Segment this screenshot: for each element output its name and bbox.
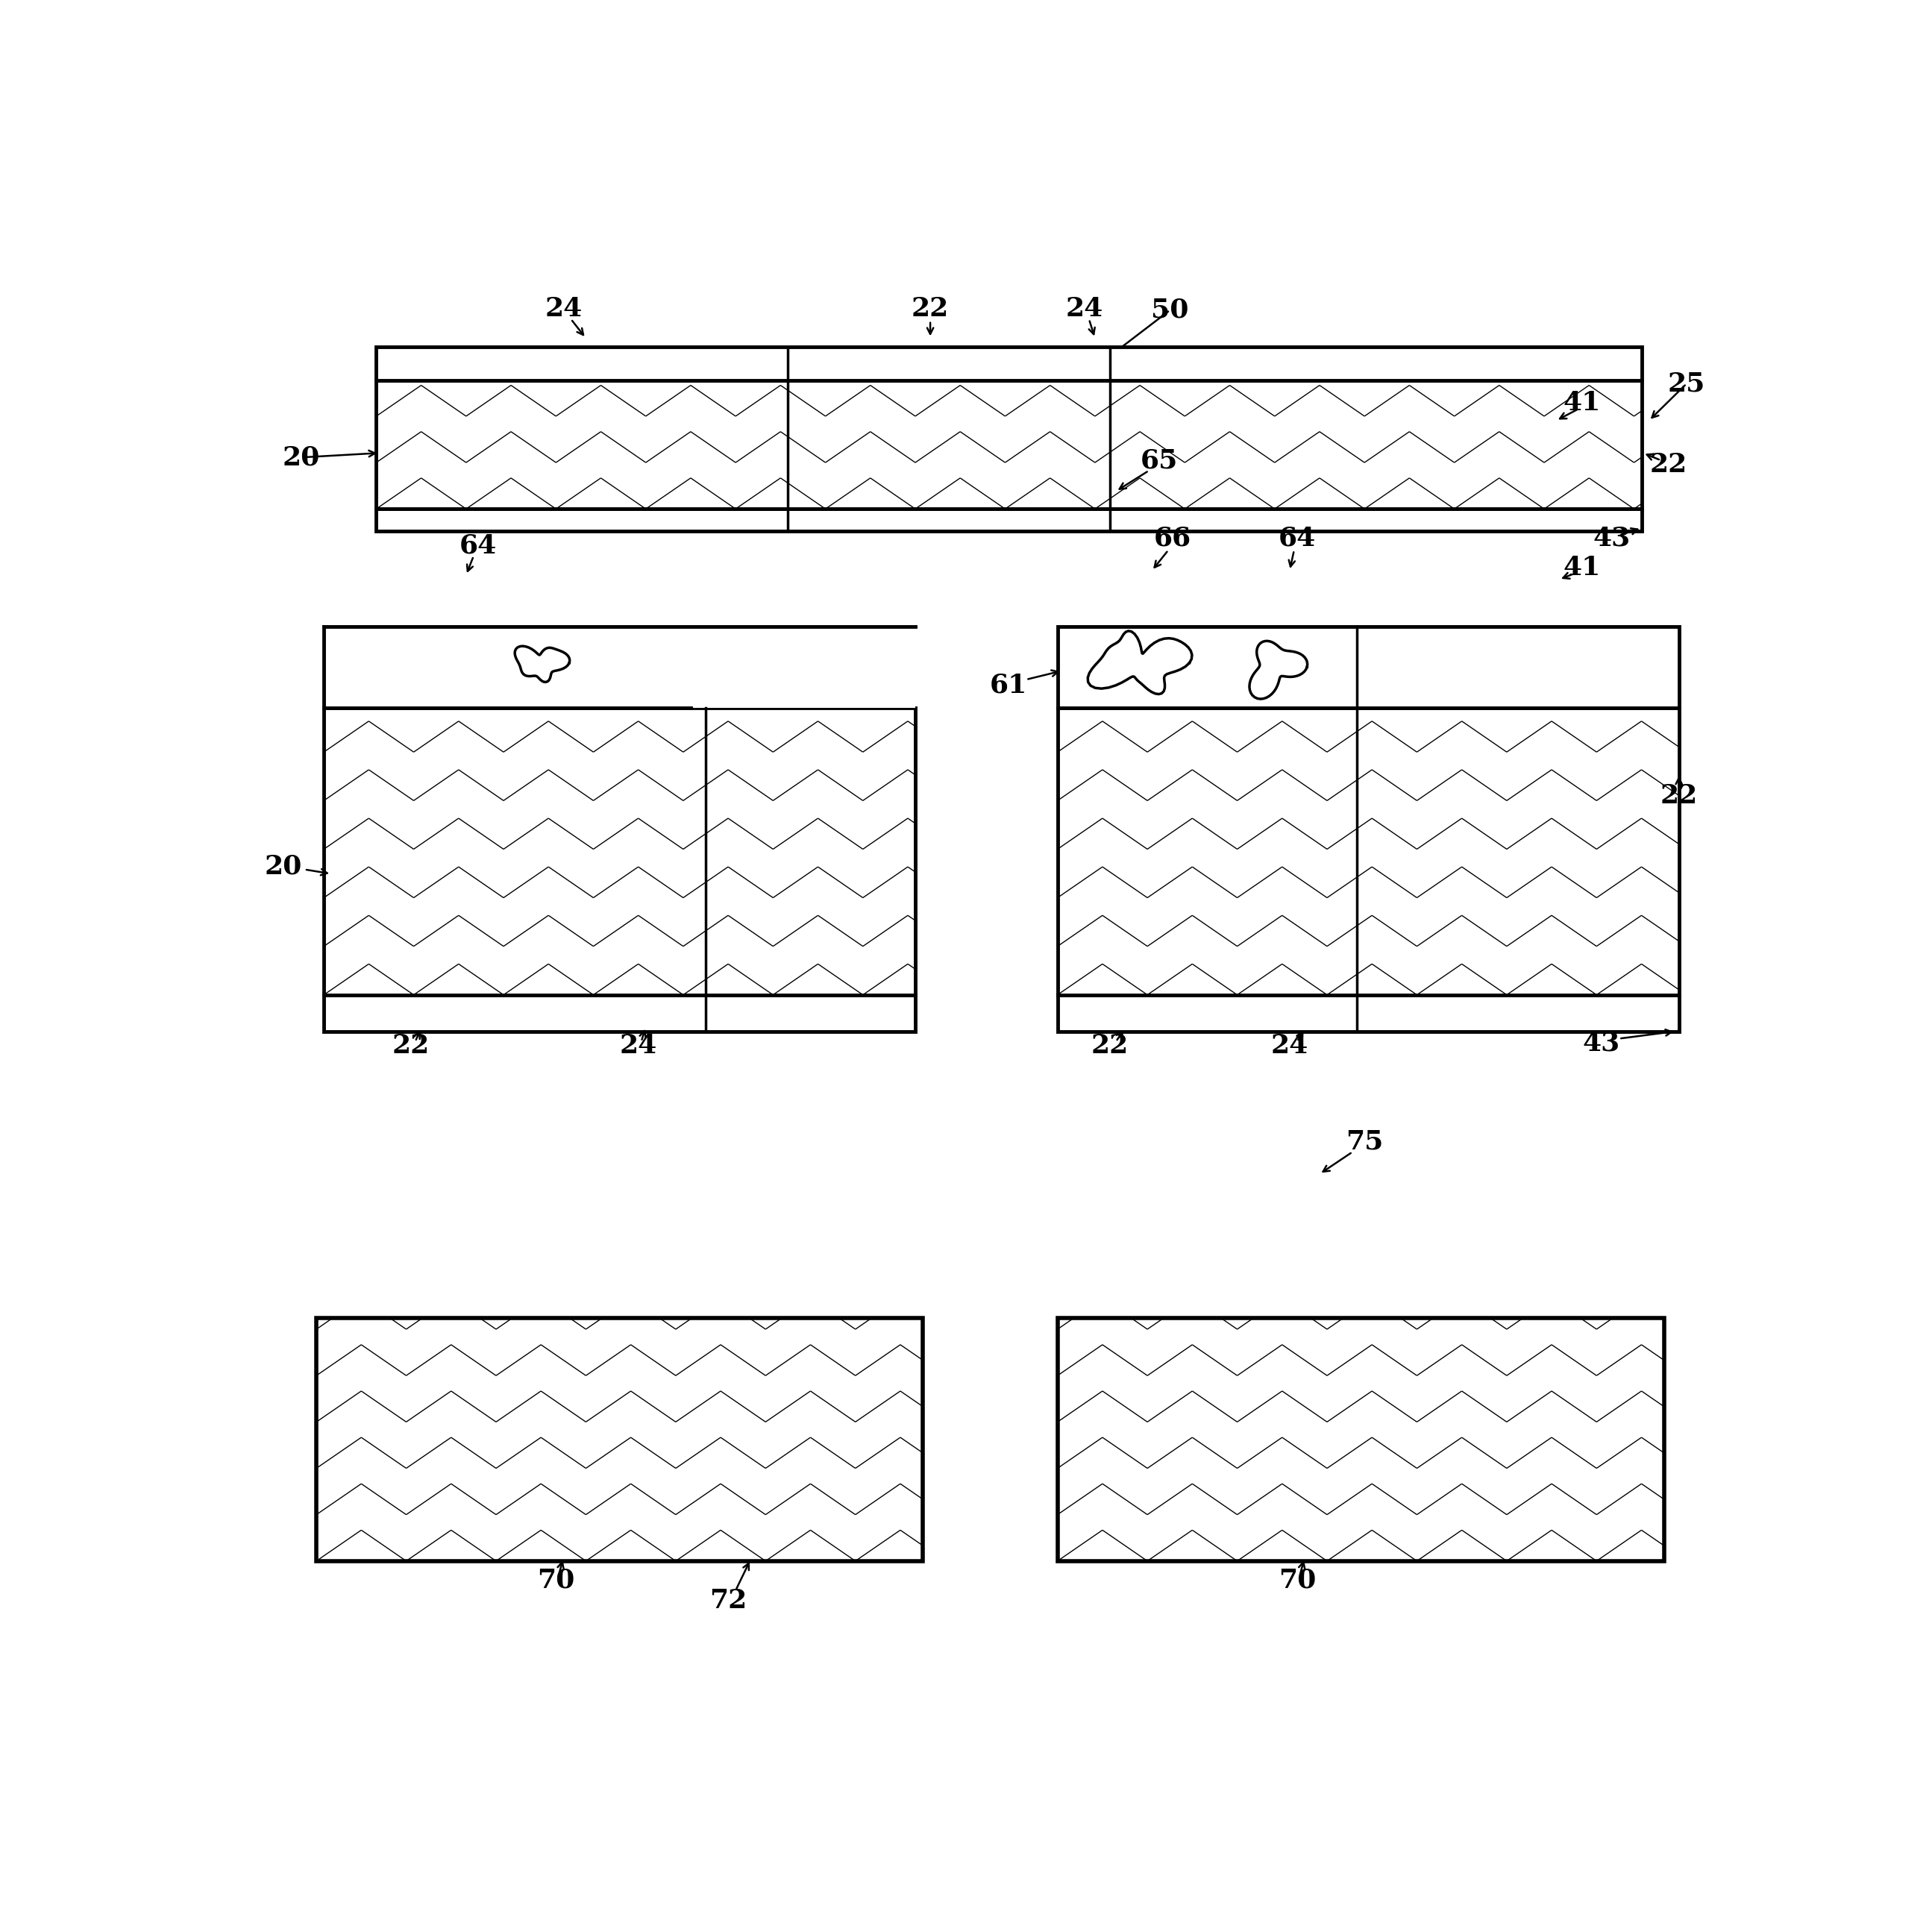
- Bar: [317, 1319, 923, 1561]
- Text: 72: 72: [709, 1588, 748, 1613]
- Text: 65: 65: [1140, 447, 1179, 474]
- Text: 43: 43: [1592, 526, 1631, 550]
- Text: 41: 41: [1563, 390, 1600, 415]
- Bar: [1057, 627, 1679, 707]
- Text: 22: 22: [912, 296, 949, 321]
- Bar: [377, 508, 1642, 531]
- Bar: [1057, 707, 1679, 996]
- Bar: [1057, 996, 1679, 1032]
- Text: 20: 20: [265, 854, 301, 879]
- Text: 20: 20: [282, 445, 321, 470]
- Bar: [325, 996, 916, 1032]
- Text: 75: 75: [1347, 1129, 1383, 1154]
- Text: 66: 66: [1153, 526, 1192, 550]
- Text: 24: 24: [1271, 1034, 1308, 1059]
- Bar: [377, 348, 1642, 380]
- Bar: [1057, 1319, 1663, 1561]
- Text: 24: 24: [545, 296, 582, 321]
- Text: 22: 22: [1660, 784, 1698, 808]
- Text: 22: 22: [1092, 1034, 1128, 1059]
- Bar: [377, 380, 1642, 508]
- Text: 50: 50: [1151, 298, 1188, 323]
- Bar: [325, 707, 916, 996]
- Text: 22: 22: [1650, 453, 1687, 478]
- Text: 22: 22: [392, 1034, 429, 1059]
- Text: 61: 61: [989, 673, 1028, 698]
- Text: 25: 25: [1667, 371, 1706, 396]
- Text: 64: 64: [460, 533, 497, 558]
- Text: 70: 70: [1279, 1567, 1316, 1592]
- Text: 64: 64: [1279, 526, 1316, 550]
- Text: 41: 41: [1563, 554, 1600, 581]
- Text: 70: 70: [537, 1567, 574, 1592]
- Text: 43: 43: [1582, 1030, 1619, 1055]
- Text: 24: 24: [1066, 296, 1103, 321]
- Bar: [325, 627, 916, 707]
- Text: 24: 24: [620, 1034, 657, 1059]
